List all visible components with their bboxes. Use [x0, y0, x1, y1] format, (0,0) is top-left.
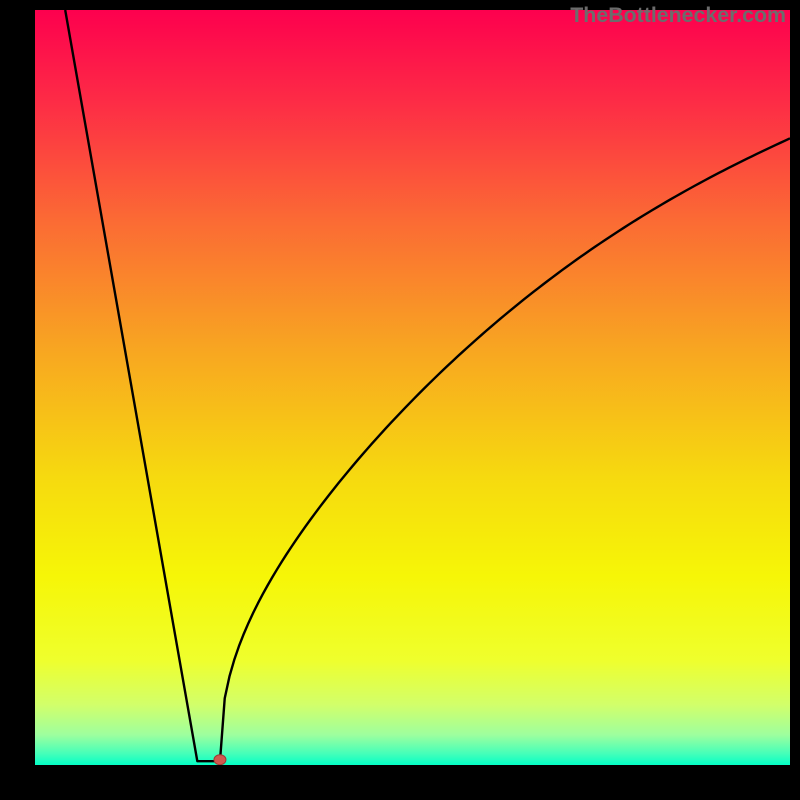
min-marker: [214, 755, 226, 765]
curve-layer: [35, 10, 790, 765]
watermark-text: TheBottlenecker.com: [570, 3, 786, 28]
bottleneck-curve: [65, 10, 790, 761]
chart-container: TheBottlenecker.com: [0, 0, 800, 800]
plot-area: [35, 10, 790, 765]
